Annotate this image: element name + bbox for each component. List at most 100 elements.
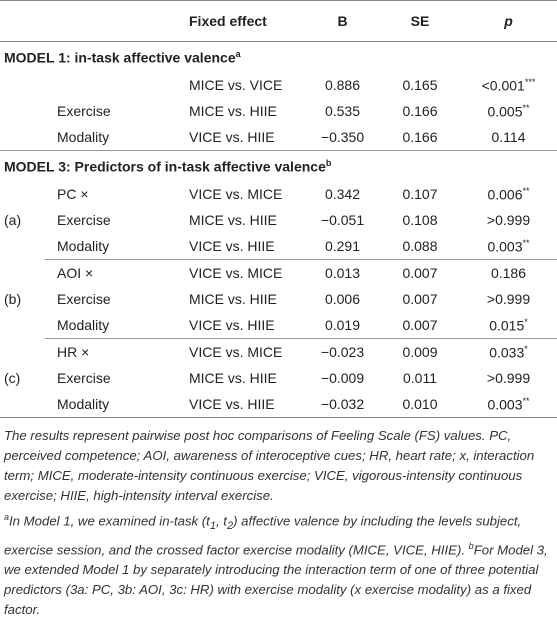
group-letter: (b) bbox=[4, 291, 22, 307]
cell-se: 0.107 bbox=[380, 181, 460, 207]
cell-effect: MICE vs. HIIE bbox=[185, 98, 305, 124]
cell-text: 0.033 bbox=[489, 344, 525, 361]
header-cell bbox=[0, 0, 185, 42]
cell-text: 0.107 bbox=[402, 186, 438, 202]
model-title-row: MODEL 3: Predictors of in-task affective… bbox=[0, 150, 557, 181]
factor-line: Exercise bbox=[57, 212, 111, 228]
cell-b: −0.032 bbox=[305, 391, 380, 417]
factor-line: AOI × bbox=[57, 265, 94, 281]
cell-text: MICE vs. VICE bbox=[189, 77, 283, 93]
cell-effect: VICE vs. HIIE bbox=[185, 391, 305, 417]
cell-effect: MICE vs. HIIE bbox=[185, 365, 305, 391]
model-title: MODEL 3: Predictors of in-task affective… bbox=[0, 150, 557, 181]
cell-text: 0.088 bbox=[402, 238, 438, 254]
cell-b: 0.019 bbox=[305, 312, 380, 339]
cell-effect: MICE vs. VICE bbox=[185, 72, 305, 98]
cell-text: 0.005 bbox=[487, 103, 523, 120]
cell-se: 0.088 bbox=[380, 233, 460, 260]
sub: 2 bbox=[226, 520, 234, 533]
cell-effect: MICE vs. HIIE bbox=[185, 286, 305, 312]
cell-effect: VICE vs. HIIE bbox=[185, 124, 305, 151]
cell-b: −0.009 bbox=[305, 365, 380, 391]
data-row: (c) HR × Exercise Modality VICE vs. MICE −0.0… bbox=[0, 338, 557, 417]
cell-text: 0.886 bbox=[324, 77, 361, 93]
cell-p: 0.015* bbox=[460, 312, 557, 339]
factor-line: PC × bbox=[57, 186, 89, 202]
cell-text: −0.032 bbox=[320, 396, 365, 412]
factor-line: Modality bbox=[57, 129, 110, 145]
data-row: Exercise Modality MICE vs. VICE 0.886 0.165 <… bbox=[0, 72, 557, 145]
cell-effect: VICE vs. HIIE bbox=[185, 312, 305, 339]
note-ab: aIn Model 1, we examined in-task (t1, t2… bbox=[4, 507, 553, 617]
cell-text: 0.166 bbox=[402, 129, 438, 145]
cell-text: 0.006 bbox=[487, 186, 523, 203]
cell-p: <0.001*** bbox=[460, 72, 557, 98]
factor: Exercise Modality bbox=[45, 72, 185, 151]
model-title-text: MODEL 3: Predictors of in-task affective… bbox=[4, 158, 326, 175]
cell-se: 0.007 bbox=[380, 286, 460, 312]
cell-text: <0.001 bbox=[481, 77, 525, 94]
note-text: In Model 1, we examined in-task (t bbox=[9, 513, 210, 529]
cell-se: 0.010 bbox=[380, 391, 460, 417]
cell-text: −0.350 bbox=[320, 129, 365, 145]
sig-stars: *** bbox=[524, 76, 536, 87]
data-row: (b) AOI × Exercise Modality VICE vs. MICE 0.0… bbox=[0, 259, 557, 339]
cell-se: 0.166 bbox=[380, 98, 460, 124]
sup: b bbox=[325, 157, 332, 168]
cell-p: >0.999 bbox=[460, 286, 557, 312]
cell-text: >0.999 bbox=[486, 291, 531, 307]
group-letter bbox=[0, 72, 45, 151]
model-title-text: MODEL 1: in-task affective valence bbox=[4, 49, 236, 66]
table: Fixed effect B SE p MODEL 1: in-task affecti… bbox=[0, 0, 557, 417]
cell-text: >0.999 bbox=[486, 212, 531, 228]
factor-line: Modality bbox=[57, 238, 110, 254]
model-title: MODEL 1: in-task affective valencea bbox=[0, 42, 557, 73]
cell-text: 0.011 bbox=[403, 370, 437, 386]
cell-se: 0.009 bbox=[380, 338, 460, 365]
cell-p: >0.999 bbox=[460, 207, 557, 233]
cell-b: 0.291 bbox=[305, 233, 380, 260]
sig-stars: * bbox=[524, 343, 528, 354]
cell-text: MICE vs. HIIE bbox=[189, 291, 277, 307]
cell-p: 0.114 bbox=[460, 124, 557, 151]
cell-b: 0.342 bbox=[305, 181, 380, 207]
cell-text: 0.007 bbox=[402, 265, 438, 281]
sup: a bbox=[235, 48, 241, 59]
cell-text: 0.186 bbox=[490, 265, 527, 281]
cell-b: 0.535 bbox=[305, 98, 380, 124]
group-letter: (a) bbox=[4, 212, 22, 229]
cell-text: −0.051 bbox=[320, 212, 365, 228]
cell-text: 0.009 bbox=[402, 344, 438, 360]
note-main: The results represent pairwise post hoc … bbox=[4, 428, 535, 503]
cell-text: −0.009 bbox=[320, 370, 365, 386]
cell-se: 0.108 bbox=[380, 207, 460, 233]
data-row: VICE vs. HIIE 0.291 0.088 0.003** bbox=[0, 233, 557, 260]
data-row: VICE vs. HIIE 0.019 0.007 0.015* bbox=[0, 312, 557, 339]
header-row: Fixed effect B SE p bbox=[0, 0, 557, 42]
data-row: (a) PC × Exercise Modality VICE vs. MICE 0.34… bbox=[0, 181, 557, 254]
factor: PC × Exercise Modality bbox=[45, 181, 185, 260]
cell-text: 0.535 bbox=[324, 103, 361, 119]
cell-text: 0.108 bbox=[402, 212, 438, 228]
sig-stars: ** bbox=[522, 185, 530, 196]
cell-effect: VICE vs. MICE bbox=[185, 181, 305, 207]
note-text: , t bbox=[215, 513, 227, 529]
data-row: MICE vs. HIIE −0.009 0.011 >0.999 bbox=[0, 365, 557, 391]
group-letter: (c) bbox=[4, 369, 21, 386]
factor-line: Exercise bbox=[57, 370, 111, 386]
cell-text: 0.007 bbox=[402, 317, 438, 333]
cell-text: 0.003 bbox=[487, 396, 523, 413]
note-text: ) affective valence by including the lev… bbox=[4, 513, 522, 558]
cell-se: 0.011 bbox=[380, 365, 460, 391]
cell-text: VICE vs. HIIE bbox=[189, 129, 275, 145]
notes: The results represent pairwise post hoc … bbox=[0, 417, 557, 617]
cell-text: VICE vs. MICE bbox=[189, 344, 283, 360]
cell-text: MICE vs. HIIE bbox=[189, 103, 277, 119]
sup: a bbox=[4, 512, 10, 522]
cell-se: 0.165 bbox=[380, 72, 460, 98]
cell-text: 0.013 bbox=[324, 265, 361, 281]
cell-p: 0.006** bbox=[460, 181, 557, 207]
factor: AOI × Exercise Modality bbox=[45, 259, 185, 339]
cell-effect: VICE vs. MICE bbox=[185, 338, 305, 365]
cell-b: −0.051 bbox=[305, 207, 380, 233]
